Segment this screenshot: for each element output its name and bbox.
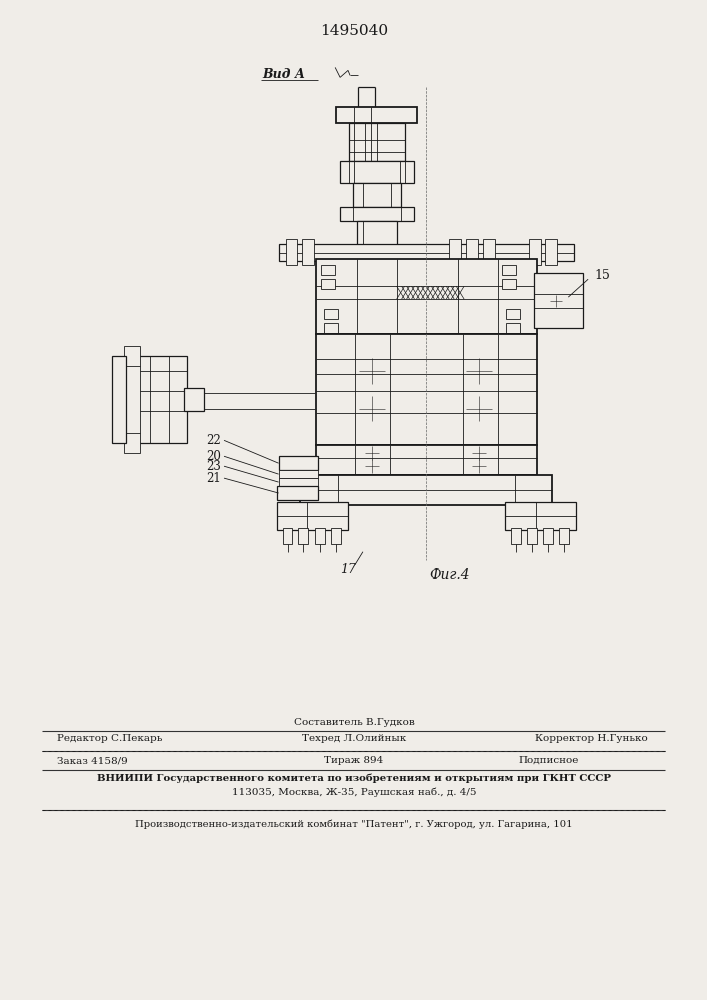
Bar: [112, 356, 126, 443]
Text: 1495040: 1495040: [320, 24, 388, 38]
Bar: [316, 445, 537, 475]
Bar: [466, 239, 478, 265]
Bar: [505, 502, 576, 530]
Bar: [300, 475, 552, 505]
Bar: [303, 239, 315, 265]
Bar: [279, 470, 318, 478]
Bar: [534, 273, 583, 328]
Bar: [279, 456, 318, 470]
Bar: [316, 259, 537, 334]
Text: 22: 22: [206, 434, 221, 447]
Bar: [502, 265, 515, 275]
Bar: [529, 239, 541, 265]
Bar: [506, 323, 520, 333]
Bar: [132, 356, 187, 443]
Text: Составитель В.Гудков: Составитель В.Гудков: [293, 718, 414, 727]
Bar: [340, 207, 414, 221]
Bar: [185, 388, 204, 411]
Bar: [279, 244, 574, 261]
Bar: [527, 528, 537, 544]
Text: 20: 20: [206, 450, 221, 463]
Bar: [331, 528, 341, 544]
Bar: [506, 309, 520, 319]
Text: Заказ 4158/9: Заказ 4158/9: [57, 756, 128, 765]
Bar: [321, 279, 335, 289]
Bar: [546, 239, 557, 265]
Bar: [279, 478, 318, 486]
Bar: [124, 346, 140, 453]
Text: Вид А: Вид А: [263, 68, 305, 81]
Bar: [336, 107, 418, 123]
Bar: [510, 528, 520, 544]
Bar: [449, 239, 461, 265]
Bar: [325, 309, 338, 319]
Text: 21: 21: [206, 472, 221, 485]
Bar: [544, 528, 554, 544]
Bar: [298, 528, 308, 544]
Bar: [325, 323, 338, 333]
Text: 15: 15: [594, 269, 610, 282]
Bar: [340, 161, 414, 183]
Text: Редактор С.Пекарь: Редактор С.Пекарь: [57, 734, 163, 743]
Bar: [316, 334, 537, 445]
Text: Фиг.4: Фиг.4: [429, 568, 470, 582]
Text: Техред Л.Олийнык: Техред Л.Олийнык: [302, 734, 406, 743]
Text: Корректор Н.Гунько: Корректор Н.Гунько: [535, 734, 648, 743]
Text: 23: 23: [206, 460, 221, 473]
Bar: [286, 239, 298, 265]
Bar: [483, 239, 495, 265]
Text: ВНИИПИ Государственного комитета по изобретениям и открытиям при ГКНТ СССР: ВНИИПИ Государственного комитета по изоб…: [97, 774, 611, 783]
Bar: [276, 502, 348, 530]
Bar: [349, 123, 404, 161]
Bar: [283, 528, 293, 544]
Bar: [559, 528, 569, 544]
Bar: [502, 279, 515, 289]
Bar: [357, 221, 397, 248]
Text: Подписное: Подписное: [519, 756, 579, 765]
Bar: [321, 265, 335, 275]
Text: 113035, Москва, Ж-35, Раушская наб., д. 4/5: 113035, Москва, Ж-35, Раушская наб., д. …: [232, 788, 477, 797]
Text: Производственно-издательский комбинат "Патент", г. Ужгород, ул. Гагарина, 101: Производственно-издательский комбинат "П…: [135, 819, 573, 829]
Text: Тираж 894: Тираж 894: [325, 756, 384, 765]
Bar: [353, 183, 401, 207]
Text: 17: 17: [340, 563, 356, 576]
Bar: [276, 486, 318, 500]
Bar: [315, 528, 325, 544]
